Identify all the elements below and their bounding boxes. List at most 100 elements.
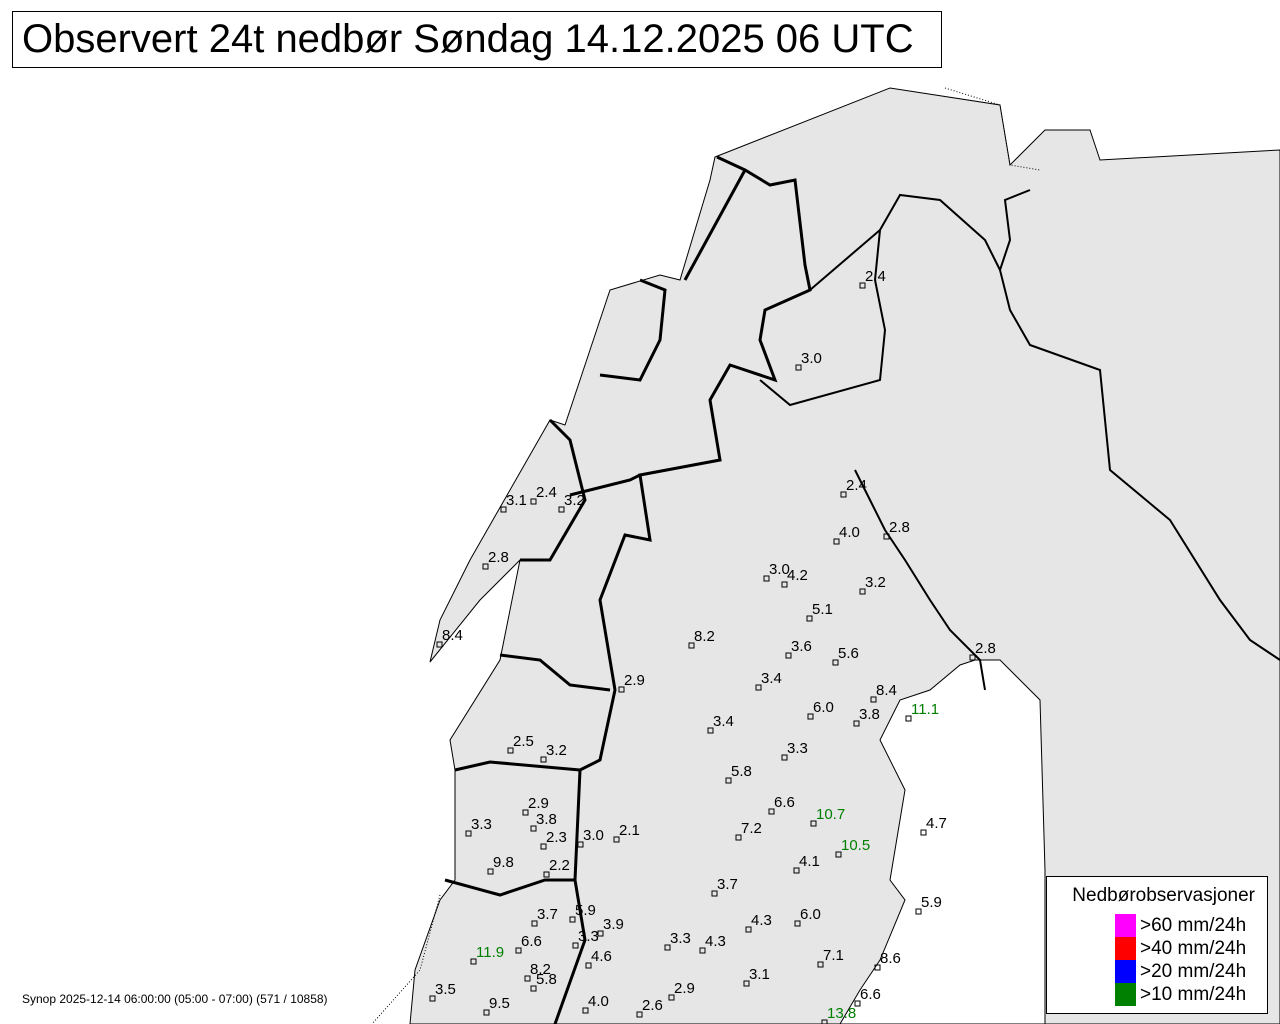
station-observation: 3.2 xyxy=(558,492,585,513)
station-marker xyxy=(969,654,976,661)
station-observation: 9.5 xyxy=(483,995,510,1016)
station-value: 10.7 xyxy=(816,806,845,823)
legend-item-40: >40 mm/24h xyxy=(1115,937,1246,960)
station-observation: 8.4 xyxy=(436,627,463,648)
station-value: 4.2 xyxy=(787,567,808,584)
station-value: 4.0 xyxy=(839,524,860,541)
station-value: 3.2 xyxy=(564,492,585,509)
station-marker xyxy=(859,282,866,289)
station-marker xyxy=(821,1019,828,1024)
station-observation: 4.7 xyxy=(920,815,947,836)
legend-label: >40 mm/24h xyxy=(1140,937,1247,959)
station-value: 2.6 xyxy=(642,997,663,1014)
station-value: 3.1 xyxy=(506,492,527,509)
station-marker xyxy=(483,1009,490,1016)
station-value: 11.1 xyxy=(911,701,939,718)
station-observation: 3.2 xyxy=(540,742,567,763)
station-observation: 3.7 xyxy=(531,906,558,927)
station-observation: 3.1 xyxy=(500,492,527,513)
station-marker xyxy=(711,890,718,897)
station-observation: 9.8 xyxy=(487,854,514,875)
land-area xyxy=(409,87,1280,1024)
station-marker xyxy=(482,563,489,570)
station-marker xyxy=(854,1000,861,1007)
legend-label: >60 mm/24h xyxy=(1140,914,1247,936)
station-value: 5.9 xyxy=(921,894,942,911)
station-observation: 2.1 xyxy=(613,822,640,843)
station-marker xyxy=(688,642,695,649)
station-marker xyxy=(755,684,762,691)
station-marker xyxy=(569,916,576,923)
station-marker xyxy=(725,777,732,784)
station-value: 3.2 xyxy=(546,742,567,759)
gulf-of-bothnia xyxy=(839,659,1046,1024)
station-marker xyxy=(664,944,671,951)
station-marker xyxy=(436,641,443,648)
station-observation: 3.0 xyxy=(577,827,604,848)
station-observation: 3.8 xyxy=(530,811,557,832)
station-observation: 3.3 xyxy=(465,816,492,837)
station-observation: 11.9 xyxy=(470,944,504,965)
station-value: 11.9 xyxy=(476,944,504,961)
station-value: 3.7 xyxy=(717,876,738,893)
station-observation: 3.1 xyxy=(743,966,770,987)
station-marker xyxy=(768,808,775,815)
station-value: 2.5 xyxy=(513,733,534,750)
station-observation: 5.1 xyxy=(806,601,833,622)
station-value: 6.6 xyxy=(860,986,881,1003)
station-observation: 3.5 xyxy=(429,981,456,1002)
station-observation: 6.6 xyxy=(768,794,795,815)
station-observation: 2.4 xyxy=(840,477,867,498)
station-marker xyxy=(781,581,788,588)
station-observation: 2.4 xyxy=(859,268,886,289)
station-value: 3.4 xyxy=(761,670,782,687)
station-value: 8.4 xyxy=(876,682,897,699)
station-value: 2.3 xyxy=(546,829,567,846)
station-value: 2.4 xyxy=(536,484,557,501)
station-observation: 13.8 xyxy=(821,1005,856,1024)
station-marker xyxy=(781,754,788,761)
station-marker xyxy=(515,947,522,954)
station-marker xyxy=(883,533,890,540)
station-observation: 4.0 xyxy=(582,993,609,1014)
station-observation: 4.1 xyxy=(793,853,820,874)
station-observation: 4.6 xyxy=(585,948,612,969)
station-observation: 6.0 xyxy=(807,699,834,720)
station-observation: 7.2 xyxy=(735,820,762,841)
station-value: 6.6 xyxy=(774,794,795,811)
station-value: 3.0 xyxy=(583,827,604,844)
station-value: 8.2 xyxy=(530,961,551,978)
station-value: 13.8 xyxy=(827,1005,856,1022)
station-observation: 2.9 xyxy=(618,672,645,693)
station-value: 9.8 xyxy=(493,854,514,871)
station-marker xyxy=(500,506,507,513)
station-marker xyxy=(540,756,547,763)
station-observation: 5.8 xyxy=(725,763,752,784)
station-value: 5.6 xyxy=(838,645,859,662)
station-observation: 10.5 xyxy=(835,837,870,858)
station-marker xyxy=(806,615,813,622)
station-value: 3.2 xyxy=(865,574,886,591)
station-value: 8.4 xyxy=(442,627,463,644)
station-value: 3.8 xyxy=(859,706,880,723)
legend-swatch-magenta xyxy=(1115,914,1136,937)
station-marker xyxy=(699,947,706,954)
station-value: 2.1 xyxy=(619,822,640,839)
station-observation: 2.2 xyxy=(543,857,570,878)
station-observation: 3.0 xyxy=(763,561,790,582)
station-value: 8.2 xyxy=(694,628,715,645)
borders xyxy=(444,155,812,1024)
station-observation: 3.0 xyxy=(795,350,822,371)
station-marker xyxy=(572,942,579,949)
station-observation: 8.6 xyxy=(874,950,901,971)
legend-item-10: >10 mm/24h xyxy=(1115,983,1246,1006)
station-marker xyxy=(470,958,477,965)
station-value: 3.3 xyxy=(471,816,492,833)
station-observation: 3.7 xyxy=(711,876,738,897)
station-observation: 6.0 xyxy=(794,906,821,927)
station-value: 4.0 xyxy=(588,993,609,1010)
station-marker xyxy=(920,829,927,836)
map-title: Observert 24t nedbør Søndag 14.12.2025 0… xyxy=(12,11,942,68)
data-source-footer: Synop 2025-12-14 06:00:00 (05:00 - 07:00… xyxy=(22,992,328,1006)
station-observation: 8.2 xyxy=(524,961,551,982)
